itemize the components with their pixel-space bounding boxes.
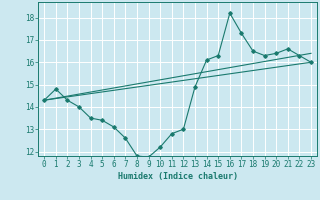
X-axis label: Humidex (Indice chaleur): Humidex (Indice chaleur) <box>118 172 238 181</box>
